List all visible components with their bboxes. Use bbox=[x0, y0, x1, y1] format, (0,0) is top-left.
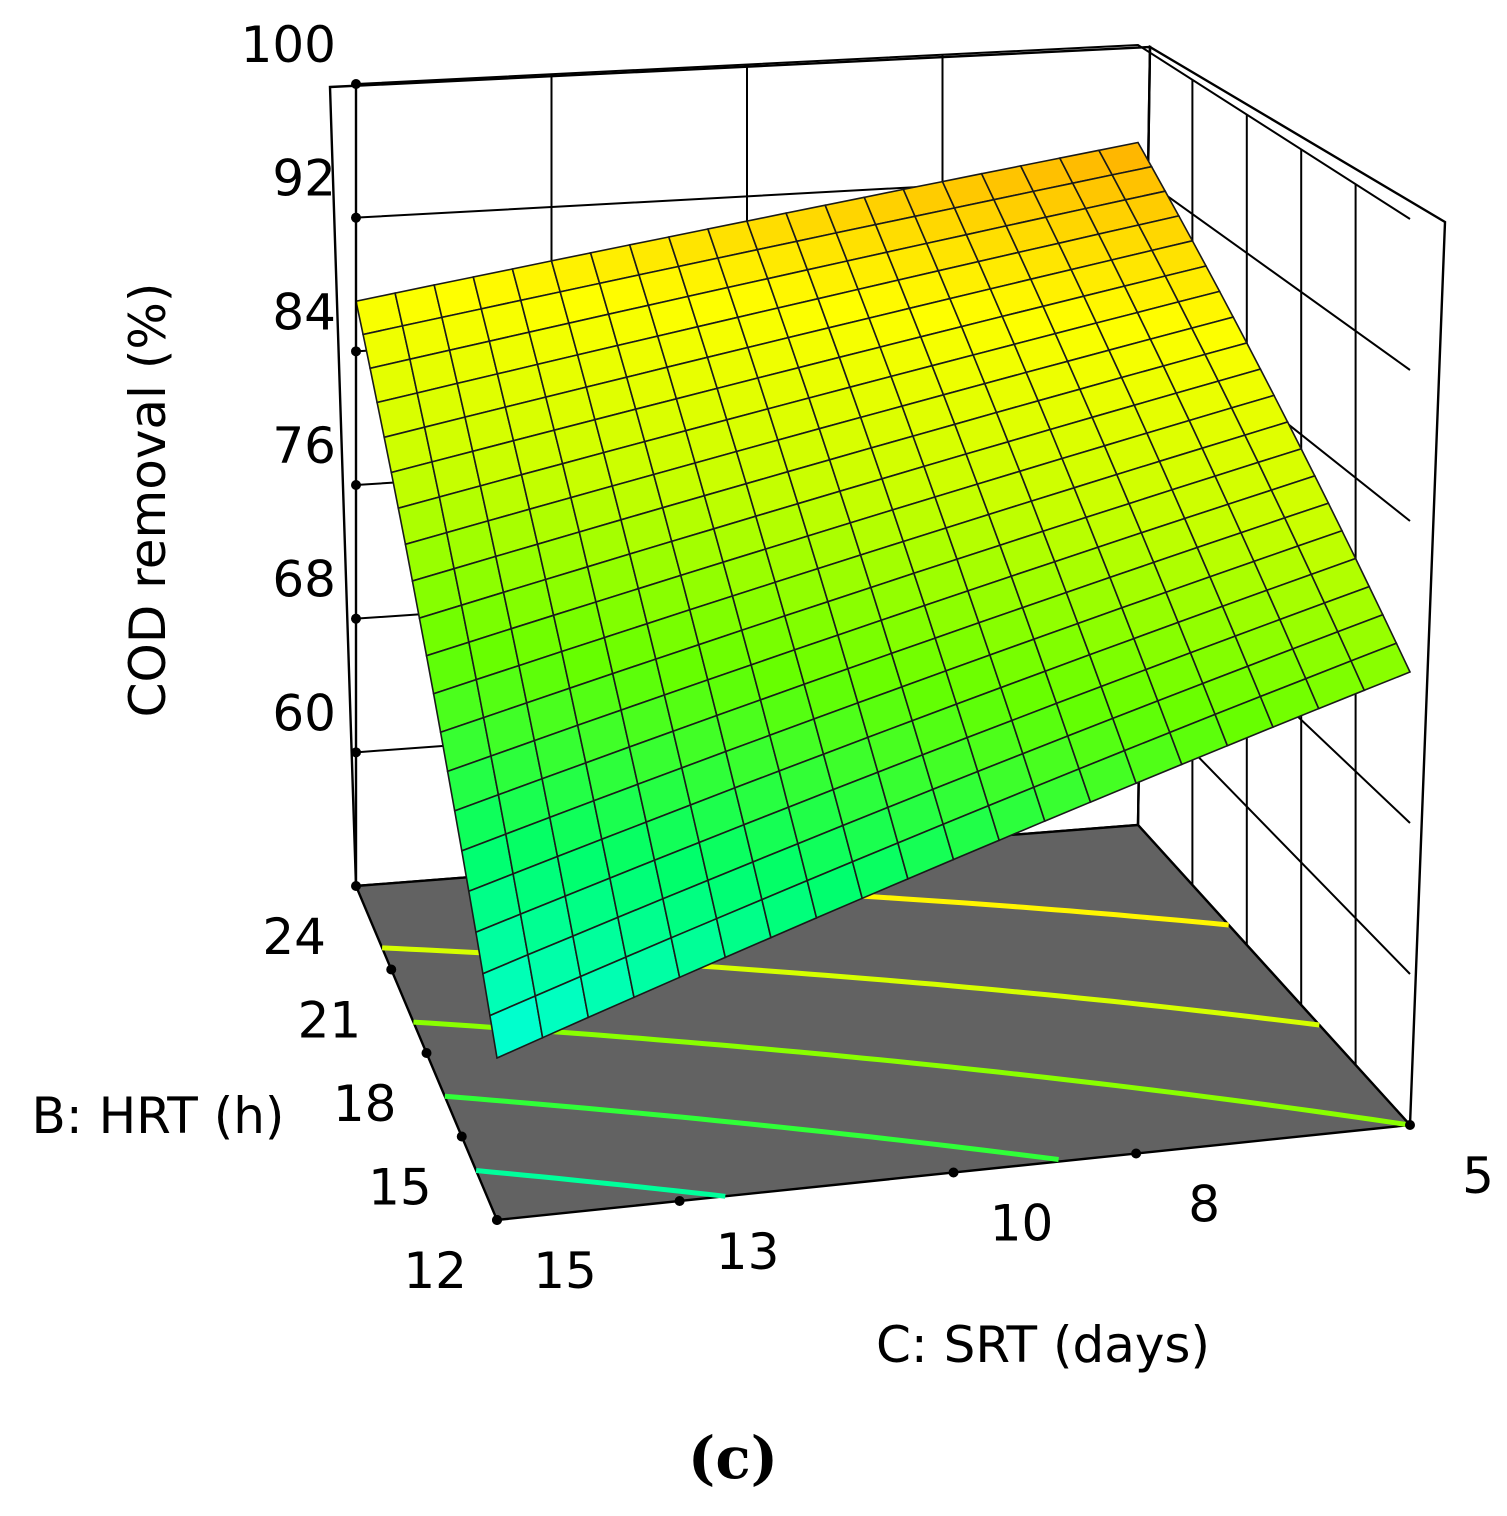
contour-line bbox=[475, 1168, 726, 1199]
hrt-tick bbox=[421, 1048, 432, 1058]
z-tick-label: 92 bbox=[272, 150, 336, 208]
z-tick bbox=[351, 79, 361, 89]
z-tick bbox=[351, 480, 361, 490]
srt-tick bbox=[674, 1196, 685, 1206]
z-tick-label: 100 bbox=[241, 16, 336, 74]
hrt-tick bbox=[351, 881, 361, 891]
hrt-tick-label: 12 bbox=[403, 1242, 467, 1300]
z-axis-title: COD removal (%) bbox=[119, 283, 177, 718]
z-tick-label: 68 bbox=[272, 551, 336, 609]
srt-tick bbox=[492, 1215, 502, 1225]
z-tick-label: 84 bbox=[272, 283, 336, 341]
z-tick bbox=[351, 747, 361, 758]
srt-tick bbox=[1405, 1120, 1415, 1130]
srt-tick-label: 10 bbox=[990, 1195, 1054, 1253]
z-tick-label: 76 bbox=[272, 417, 336, 475]
contour-line bbox=[444, 1093, 1059, 1162]
srt-tick bbox=[1131, 1148, 1142, 1159]
srt-axis-title: C: SRT (days) bbox=[876, 1316, 1210, 1374]
hrt-tick-label: 21 bbox=[298, 992, 362, 1050]
response-surface bbox=[355, 141, 1412, 1060]
hrt-tick bbox=[456, 1131, 467, 1142]
z-tick-label: 60 bbox=[272, 684, 336, 742]
z-tick bbox=[351, 212, 361, 223]
contour-line bbox=[413, 1019, 1411, 1128]
z-axis: 60 68 76 84 92 100 bbox=[241, 16, 361, 886]
hrt-axis-title: B: HRT (h) bbox=[32, 1087, 285, 1145]
srt-tick bbox=[948, 1167, 959, 1178]
hrt-axis: 12 15 18 21 24 bbox=[262, 881, 502, 1300]
hrt-tick-label: 24 bbox=[262, 908, 326, 966]
z-tick bbox=[351, 613, 361, 624]
srt-tick-label: 5 bbox=[1462, 1147, 1494, 1205]
surface-cell bbox=[1350, 642, 1412, 692]
wall-gridline-z bbox=[355, 43, 1411, 220]
hrt-tick bbox=[386, 964, 397, 975]
panel-label: (c) bbox=[688, 1424, 778, 1492]
hrt-tick-label: 15 bbox=[368, 1159, 432, 1217]
srt-tick-label: 8 bbox=[1188, 1176, 1220, 1234]
hrt-tick-label: 18 bbox=[333, 1075, 397, 1133]
srt-axis: 15 13 10 8 5 bbox=[492, 1120, 1494, 1300]
srt-tick-label: 15 bbox=[533, 1242, 597, 1300]
z-tick bbox=[351, 346, 361, 357]
srt-tick-label: 13 bbox=[716, 1223, 780, 1281]
